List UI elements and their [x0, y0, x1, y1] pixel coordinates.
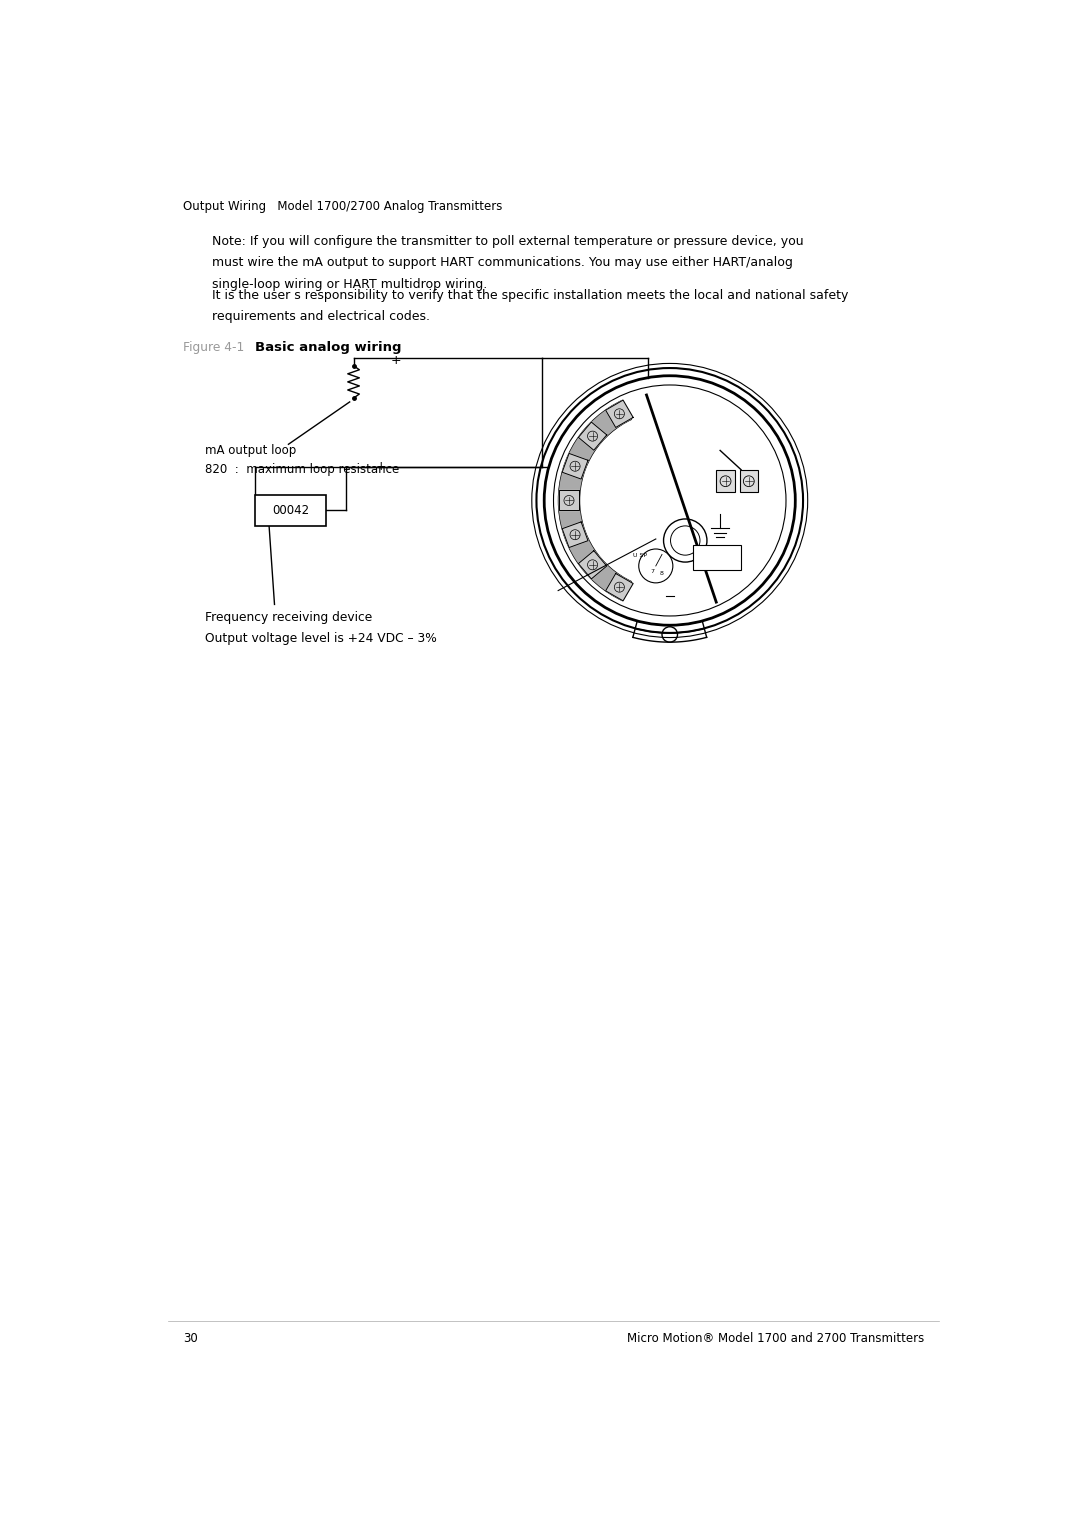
Text: Figure 4-1: Figure 4-1	[183, 341, 244, 354]
Bar	[255, 495, 326, 525]
Bar	[740, 470, 758, 492]
Text: single-loop wiring or HART multidrop wiring.: single-loop wiring or HART multidrop wir…	[213, 278, 488, 292]
Bar	[716, 470, 734, 492]
Text: Micro Motion® Model 1700 and 2700 Transmitters: Micro Motion® Model 1700 and 2700 Transm…	[626, 1332, 924, 1345]
Text: Note: If you will configure the transmitter to poll external temperature or pres: Note: If you will configure the transmit…	[213, 235, 805, 247]
Text: 00042: 00042	[272, 504, 309, 518]
Bar	[693, 545, 741, 570]
Text: U SP: U SP	[633, 553, 647, 559]
Text: 820  :  maximum loop resistance: 820 : maximum loop resistance	[205, 463, 399, 476]
Text: 8: 8	[660, 571, 664, 576]
Polygon shape	[563, 454, 588, 479]
Polygon shape	[606, 400, 633, 428]
Text: 7: 7	[650, 570, 654, 574]
Text: Output voltage level is +24 VDC – 3%: Output voltage level is +24 VDC – 3%	[205, 632, 436, 644]
Text: Frequency receiving device: Frequency receiving device	[205, 611, 372, 623]
Polygon shape	[559, 490, 579, 510]
Polygon shape	[579, 421, 607, 450]
Text: It is the user s responsibility to verify that the specific installation meets t: It is the user s responsibility to verif…	[213, 289, 849, 302]
Text: must wire the mA output to support HART communications. You may use either HART/: must wire the mA output to support HART …	[213, 257, 794, 269]
Text: +: +	[375, 460, 386, 473]
Text: mA output loop: mA output loop	[205, 444, 296, 457]
Polygon shape	[563, 522, 588, 548]
Text: requirements and electrical codes.: requirements and electrical codes.	[213, 310, 431, 324]
Text: Output Wiring   Model 1700/2700 Analog Transmitters: Output Wiring Model 1700/2700 Analog Tra…	[183, 200, 502, 214]
Text: 30: 30	[183, 1332, 198, 1345]
Polygon shape	[606, 574, 633, 600]
Text: Basic analog wiring: Basic analog wiring	[255, 341, 402, 354]
Polygon shape	[579, 551, 607, 579]
Wedge shape	[558, 400, 632, 602]
Text: +: +	[391, 354, 402, 366]
